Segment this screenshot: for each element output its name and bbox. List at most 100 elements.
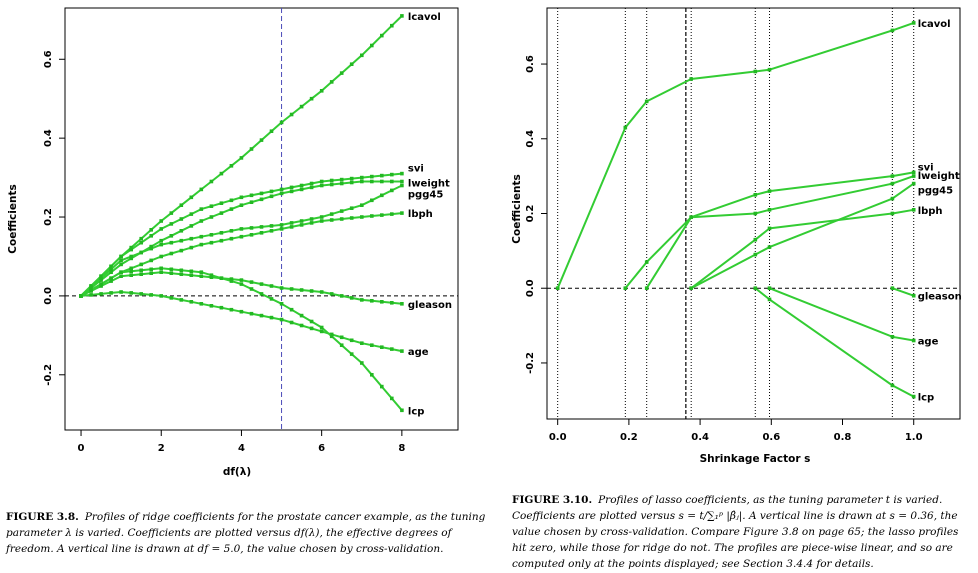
x-tick-label: 4 (238, 443, 245, 454)
data-point-pgg45 (390, 188, 394, 193)
data-point-svi (129, 247, 133, 252)
data-point-lcp (239, 282, 244, 286)
data-point-age (390, 347, 394, 351)
data-point-gleason (119, 274, 123, 278)
data-point-age (89, 293, 93, 297)
data-point-pgg45 (339, 209, 344, 213)
data-point-lcavol (209, 179, 214, 184)
data-point-svi (370, 174, 374, 179)
data-point-age (289, 320, 294, 325)
data-point-svi (149, 234, 153, 238)
series-label-lcavol: lcavol (918, 19, 951, 30)
data-point-lcp (890, 383, 895, 388)
lasso-caption: FIGURE 3.10. Profiles of lasso coefficien… (512, 492, 974, 572)
data-point-pgg45 (89, 285, 93, 289)
data-point-lweight (229, 207, 234, 211)
y-tick-label: 0.2 (525, 205, 536, 223)
data-point-lbph (890, 211, 895, 216)
data-point-lweight (169, 234, 174, 238)
data-point-lbph (169, 251, 174, 256)
data-point-lcavol (339, 71, 344, 75)
series-line-lbph (690, 208, 914, 289)
data-point-lbph (149, 258, 153, 263)
data-point-pgg45 (753, 252, 758, 257)
data-point-pgg45 (890, 196, 895, 201)
data-point-pgg45 (249, 226, 254, 230)
data-point-lweight (911, 174, 916, 178)
data-point-lweight (159, 238, 163, 243)
data-point-lcp (309, 319, 314, 324)
data-point-lweight (179, 229, 184, 233)
data-point-lcp (279, 302, 284, 306)
data-point-lcavol (199, 187, 204, 192)
data-point-age (360, 341, 364, 345)
data-point-svi (299, 183, 304, 188)
data-point-lcp (149, 267, 153, 272)
data-point-gleason (390, 301, 394, 305)
data-point-lbph (269, 229, 274, 233)
data-point-svi (644, 286, 649, 290)
data-point-lcp (753, 286, 758, 290)
data-point-lcp (767, 297, 772, 302)
data-point-pgg45 (109, 267, 113, 272)
y-tick-label: 0.0 (525, 279, 536, 297)
ridge-caption-text: Profiles of ridge coefficients for the p… (6, 511, 486, 555)
data-point-pgg45 (309, 217, 314, 221)
data-point-lcp (219, 276, 224, 280)
data-point-lcp (911, 394, 916, 399)
series-line-gleason (892, 287, 915, 297)
data-point-lcavol (129, 245, 133, 250)
data-point-lbph (390, 212, 394, 216)
data-point-lweight (99, 278, 103, 282)
data-point-svi (269, 189, 274, 194)
data-point-gleason (169, 271, 174, 275)
data-point-lcavol (370, 43, 374, 48)
data-point-lweight (199, 219, 204, 223)
data-point-age (339, 335, 344, 340)
plot-frame (64, 7, 459, 431)
data-point-lbph (209, 240, 214, 245)
data-point-lbph (360, 215, 364, 219)
data-point-lweight (753, 211, 758, 216)
data-point-lbph (289, 225, 294, 229)
data-point-lweight (219, 211, 224, 215)
data-point-svi (209, 204, 214, 208)
series-label-age: age (918, 337, 939, 348)
data-point-svi (339, 177, 344, 182)
data-point-lcavol (390, 23, 394, 28)
data-point-svi (309, 181, 314, 186)
data-point-lcavol (139, 236, 143, 241)
data-point-lbph (767, 226, 772, 231)
series-label-lcp: lcp (918, 393, 935, 404)
data-point-gleason (209, 275, 214, 279)
data-point-gleason (179, 272, 184, 276)
series-label-lbph: lbph (408, 209, 433, 220)
data-point-svi (199, 207, 204, 211)
y-tick-label: 0.4 (43, 129, 54, 147)
data-point-lcp (139, 268, 143, 273)
series-label-svi: svi (408, 164, 424, 175)
x-tick-label: 1.0 (905, 432, 923, 443)
series-line-svi (645, 171, 914, 289)
data-point-lweight (390, 179, 394, 184)
data-point-lcavol (169, 211, 174, 215)
data-point-lcavol (890, 28, 895, 33)
series-label-svi: svi (918, 162, 934, 173)
data-point-lcp (339, 343, 344, 347)
series-line-pgg45 (690, 182, 915, 290)
data-point-lcp (169, 267, 174, 272)
data-point-lcp (400, 408, 404, 413)
data-point-lcavol (249, 147, 254, 151)
data-point-svi (249, 193, 254, 198)
data-point-pgg45 (319, 215, 324, 219)
x-tick-label: 0.8 (834, 432, 852, 443)
data-point-lweight (380, 179, 384, 184)
data-point-lcavol (239, 156, 244, 160)
data-point-lcp (370, 373, 374, 377)
data-point-lbph (229, 236, 234, 241)
data-point-lcp (319, 325, 324, 330)
data-point-lweight (269, 194, 274, 199)
data-point-svi (179, 217, 184, 221)
data-point-gleason (349, 296, 354, 300)
